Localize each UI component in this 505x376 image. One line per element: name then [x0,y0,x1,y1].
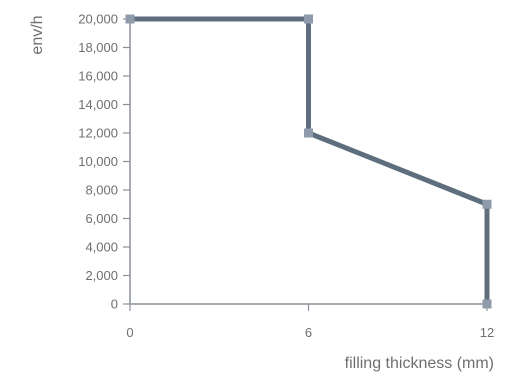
x-axis-ticks: 0 6 12 [126,304,494,340]
x-tick-label: 0 [126,325,133,340]
data-point-marker [482,199,492,209]
series-line [130,16,490,304]
x-tick-label: 6 [305,325,312,340]
data-point-marker [125,14,135,24]
y-axis-ticks: 0 2,000 4,000 6,000 8,000 10,000 12,000 14,000 1… [78,12,130,312]
x-axis-title: filling thickness (mm) [345,355,494,372]
data-point-marker [304,14,313,24]
y-tick-label: 8,000 [85,183,118,198]
y-tick-label: 0 [111,297,118,312]
data-point-marker [482,299,492,309]
y-tick-label: 4,000 [85,240,118,255]
y-tick-label: 18,000 [78,40,118,55]
series-layer [125,14,492,309]
y-tick-label: 12,000 [78,126,118,141]
y-tick-label: 2,000 [85,268,118,283]
y-tick-label: 16,000 [78,69,118,84]
y-tick-label: 20,000 [78,12,118,27]
x-tick-label: 12 [480,325,494,340]
y-tick-label: 6,000 [85,211,118,226]
y-axis-title: env/h [29,15,46,54]
y-tick-label: 10,000 [78,154,118,169]
data-point-marker [304,128,313,138]
y-tick-label: 14,000 [78,97,118,112]
